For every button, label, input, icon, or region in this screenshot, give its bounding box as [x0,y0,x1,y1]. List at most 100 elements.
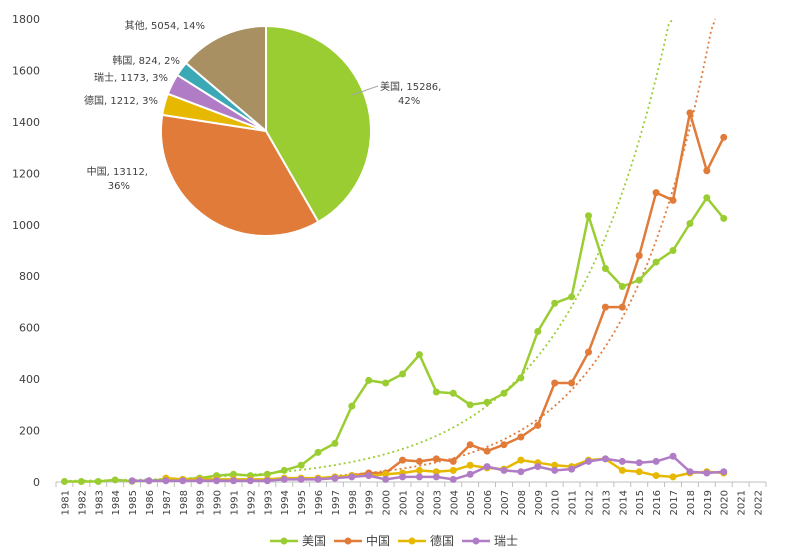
data-point [669,473,677,481]
data-point [618,283,626,291]
data-point [348,473,356,481]
data-point [365,472,373,480]
pie-slice [265,24,372,224]
x-tick-label: 1983 [94,490,105,515]
data-point [297,461,305,469]
data-point [382,470,390,478]
data-point [652,457,660,465]
data-point [162,477,170,485]
x-tick-label: 1998 [348,490,359,515]
x-tick-label: 1981 [60,490,71,515]
legend-label: 美国 [302,534,326,548]
pie-slice [184,24,267,134]
x-tick-label: 1989 [196,490,207,515]
x-tick-label: 2012 [585,490,596,515]
data-point [399,473,407,481]
y-tick-label: 600 [19,322,40,335]
x-tick-label: 2022 [754,490,765,515]
data-point [618,457,626,465]
data-point [280,475,288,483]
data-point [551,299,559,307]
x-tick-label: 2015 [635,490,646,515]
data-point [585,457,592,465]
y-tick-label: 0 [33,476,40,489]
pie-data-label: 其他, 5054, 14% [125,19,205,32]
data-point [331,439,339,447]
data-point [669,196,677,204]
y-tick-label: 1600 [12,64,40,77]
data-point [703,469,711,477]
data-point [314,475,322,483]
data-point [585,212,592,220]
data-point [635,252,643,260]
data-point [669,452,677,460]
x-tick-label: 1994 [280,490,291,515]
series-line [334,111,725,480]
x-tick-label: 1992 [246,490,257,515]
x-tick-label: 2017 [669,490,680,515]
x-tick-label: 2000 [382,490,393,515]
data-point [483,447,491,455]
x-tick-label: 2008 [517,490,528,515]
x-tick-label: 2020 [720,490,731,515]
data-point [517,433,525,441]
data-point [601,265,609,273]
data-point [568,465,576,473]
data-point [517,456,525,464]
series-0 [60,194,728,485]
series-1 [331,109,728,482]
data-point [365,376,373,384]
y-tick-label: 400 [19,373,40,386]
data-point [111,476,119,484]
data-point [669,247,677,254]
data-point [551,466,559,474]
pie-chart: 美国, 15286, 42% 中国, 13112, 36% 德国, 1212, 3% 瑞士… [84,19,441,237]
legend-marker [408,537,416,545]
data-point [280,466,288,474]
data-point [466,401,474,409]
pie-data-label: 瑞士, 1173, 3% [94,71,168,84]
x-tick-label: 1985 [128,490,139,515]
data-point [263,470,271,478]
y-tick-label: 200 [19,425,40,438]
legend-item: 瑞士 [462,534,518,548]
x-tick-label: 1997 [331,490,342,515]
legend-marker [472,537,480,545]
data-point [534,328,542,336]
data-point [635,276,643,284]
x-tick-label: 1999 [365,490,376,515]
data-point [483,398,491,406]
data-point [720,133,728,141]
data-point [568,293,576,301]
data-point [686,109,694,117]
x-tick-label: 1996 [314,490,325,515]
data-point [551,461,559,469]
data-point [686,468,694,476]
x-tick-label: 1984 [111,490,122,515]
legend-item: 中国 [334,533,390,548]
x-tick-label: 2021 [737,490,748,515]
pie-data-label: 中国, 13112, 36% [87,165,148,192]
pie-leader-line [351,85,379,96]
data-point [466,470,474,478]
data-point [382,475,390,483]
x-tick-label: 2005 [466,490,477,515]
data-point [635,468,643,476]
pie-slice [159,113,320,237]
data-point [399,370,407,378]
x-tick-label: 2011 [568,490,579,515]
y-tick-label: 1400 [12,116,40,129]
data-point [94,477,102,485]
x-tick-label: 2013 [601,490,612,515]
data-point [449,389,457,397]
data-point [500,466,508,474]
x-tick-label: 1982 [77,490,88,515]
data-point [652,472,660,480]
data-point [601,303,609,311]
data-point [145,477,153,485]
x-tick-label: 2019 [703,490,714,515]
x-tick-label: 2009 [534,490,545,515]
data-point [466,461,474,469]
data-point [77,477,85,485]
data-point [196,477,204,485]
